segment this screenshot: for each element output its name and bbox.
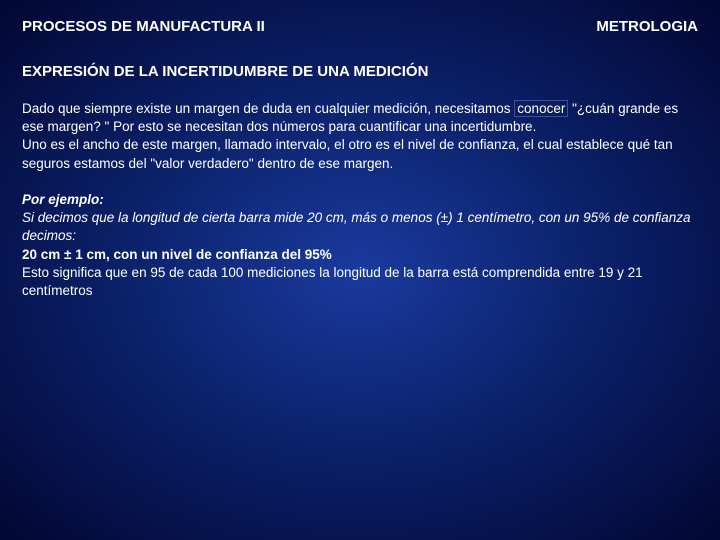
para1-text-d: Uno es el ancho de este margen, llamado … <box>22 137 673 170</box>
example-bold-line: 20 cm ± 1 cm, con un nivel de confianza … <box>22 246 698 264</box>
example-normal-line: Esto significa que en 95 de cada 100 med… <box>22 264 698 300</box>
section-title: EXPRESIÓN DE LA INCERTIDUMBRE DE UNA MED… <box>22 63 698 80</box>
example-label: Por ejemplo: <box>22 191 698 209</box>
paragraph-1: Dado que siempre existe un margen de dud… <box>22 100 698 173</box>
header-left: PROCESOS DE MANUFACTURA II <box>22 18 265 35</box>
header-right: METROLOGIA <box>596 18 698 35</box>
para1-text-a: Dado que siempre existe un margen de dud… <box>22 101 514 116</box>
header-row: PROCESOS DE MANUFACTURA II METROLOGIA <box>22 18 698 35</box>
example-italic-line: Si decimos que la longitud de cierta bar… <box>22 209 698 245</box>
para1-highlight: conocer <box>514 100 568 117</box>
example-block: Por ejemplo: Si decimos que la longitud … <box>22 191 698 300</box>
